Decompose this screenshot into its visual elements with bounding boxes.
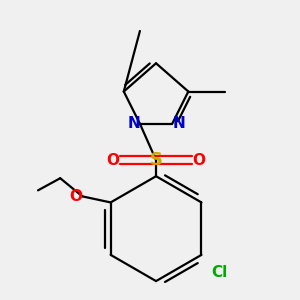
Text: N: N <box>172 116 185 131</box>
Text: S: S <box>150 151 163 169</box>
Text: O: O <box>69 189 82 204</box>
Text: O: O <box>192 153 206 168</box>
Text: Cl: Cl <box>212 265 228 280</box>
Text: O: O <box>107 153 120 168</box>
Text: N: N <box>127 116 140 131</box>
